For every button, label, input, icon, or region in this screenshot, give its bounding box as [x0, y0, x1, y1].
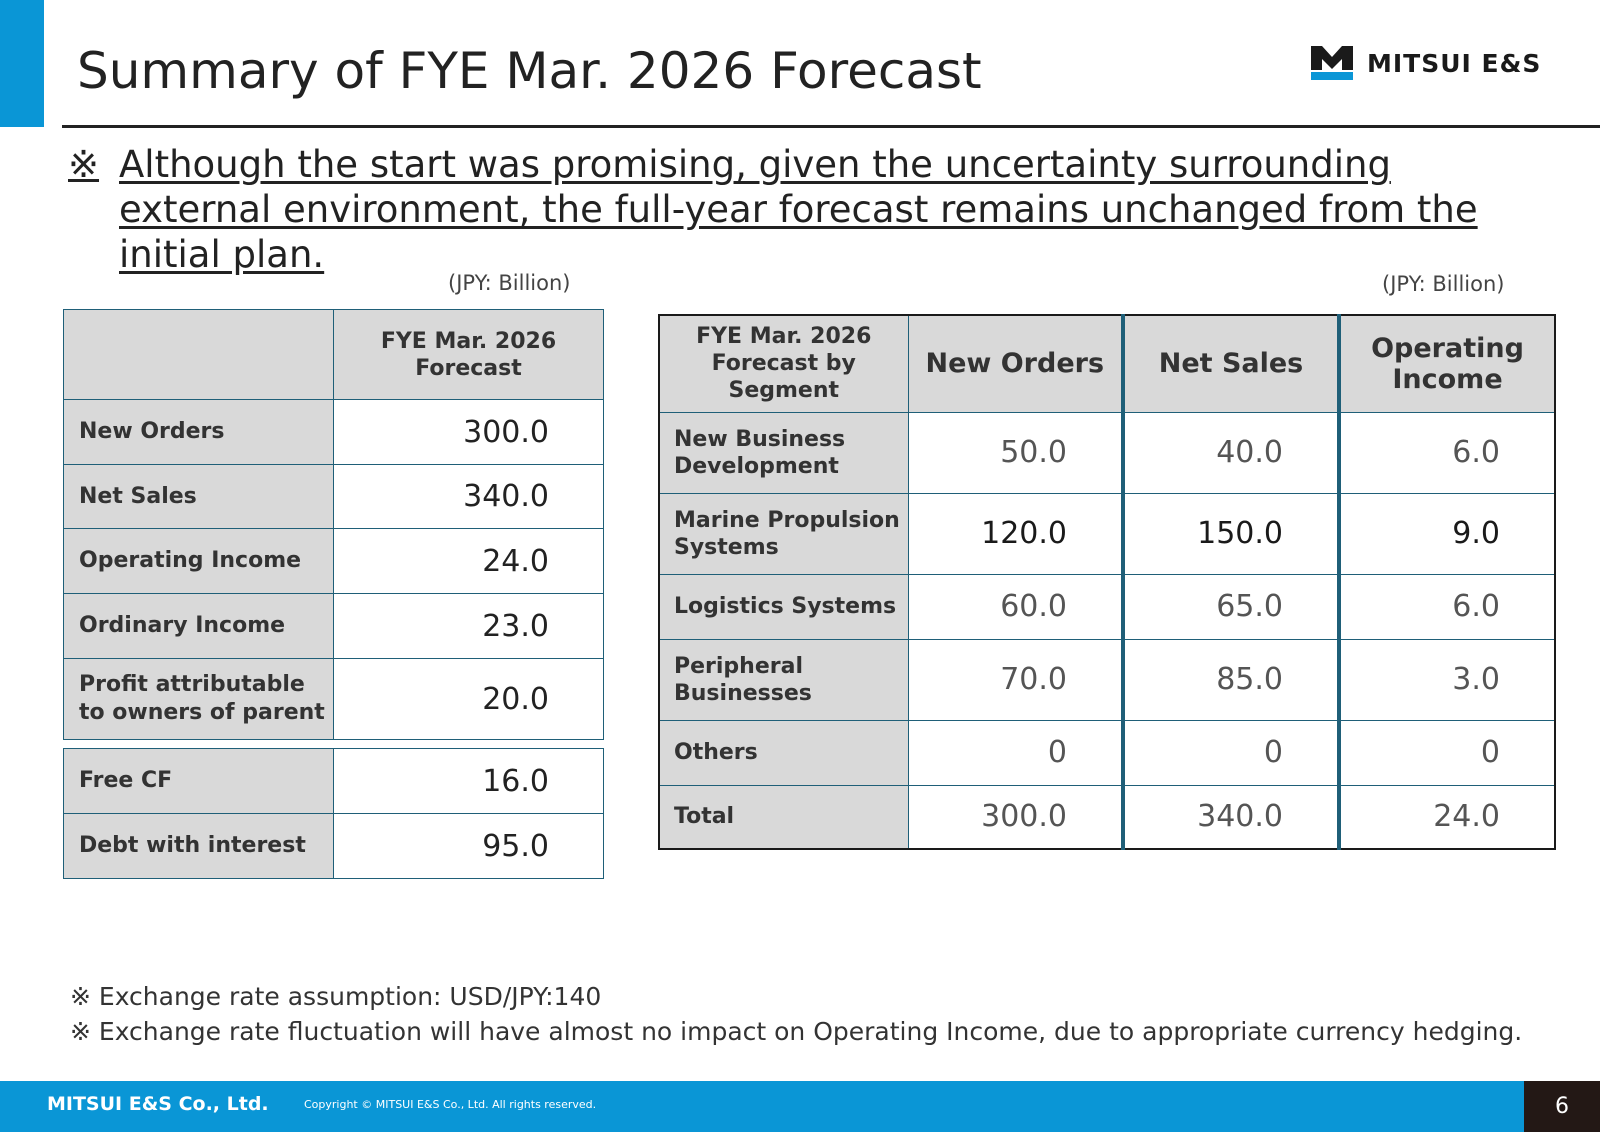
net-sales-value: 65.0	[1121, 573, 1340, 640]
table-row: Marine Propulsion Systems 120.0 150.0 9.…	[658, 492, 1556, 575]
new-orders-value: 0	[907, 719, 1124, 786]
table-row: New Business Development 50.0 40.0 6.0	[658, 411, 1556, 494]
table-row: Free CF 16.0	[63, 748, 604, 814]
row-value: 340.0	[333, 464, 604, 529]
new-orders-value: 50.0	[907, 411, 1124, 494]
row-value: 24.0	[333, 528, 604, 594]
net-sales-value: 340.0	[1121, 784, 1340, 850]
segment-label: New Business Development	[658, 411, 909, 494]
hedging-note: ※ Exchange rate fluctuation will have al…	[70, 1017, 1523, 1046]
left-table-unit: (JPY: Billion)	[448, 271, 571, 295]
company-logo: MITSUI E&S	[1311, 46, 1541, 80]
row-label: Operating Income	[63, 528, 334, 594]
net-sales-value: 150.0	[1121, 492, 1340, 575]
segment-forecast-table: FYE Mar. 2026 Forecast by Segment New Or…	[658, 314, 1556, 850]
row-label: Profit attributable to owners of parent	[63, 658, 334, 740]
net-sales-value: 85.0	[1121, 638, 1340, 721]
page-title: Summary of FYE Mar. 2026 Forecast	[77, 42, 982, 100]
table-row: New Orders 300.0	[63, 399, 604, 465]
row-value: 95.0	[333, 813, 604, 879]
operating-income-value: 9.0	[1337, 492, 1556, 575]
forecast-summary-table: FYE Mar. 2026 Forecast New Orders 300.0 …	[63, 309, 604, 740]
table-row: Peripheral Businesses 70.0 85.0 3.0	[658, 638, 1556, 721]
table-header-row: FYE Mar. 2026 Forecast by Segment New Or…	[658, 314, 1556, 413]
segment-label: Logistics Systems	[658, 573, 909, 640]
new-orders-value: 60.0	[907, 573, 1124, 640]
table-row: Ordinary Income 23.0	[63, 593, 604, 659]
new-orders-value: 70.0	[907, 638, 1124, 721]
row-value: 20.0	[333, 658, 604, 740]
table-row: Total 300.0 340.0 24.0	[658, 784, 1556, 850]
net-sales-value: 0	[1121, 719, 1340, 786]
forecast-column-header: FYE Mar. 2026 Forecast	[333, 309, 604, 400]
row-label: New Orders	[63, 399, 334, 465]
operating-income-value: 6.0	[1337, 573, 1556, 640]
logo-wordmark: MITSUI E&S	[1367, 48, 1542, 78]
note-text: Although the start was promising, given …	[119, 143, 1478, 276]
new-orders-value: 300.0	[907, 784, 1124, 850]
table-row: Profit attributable to owners of parent …	[63, 658, 604, 740]
segment-label: Marine Propulsion Systems	[658, 492, 909, 575]
net-sales-value: 40.0	[1121, 411, 1340, 494]
new-orders-column-header: New Orders	[907, 314, 1124, 413]
segment-label: Peripheral Businesses	[658, 638, 909, 721]
mitsui-logo-icon	[1311, 46, 1353, 80]
row-label: Debt with interest	[63, 813, 334, 879]
table-header-row: FYE Mar. 2026 Forecast	[63, 309, 604, 400]
footer-company-name: MITSUI E&S Co., Ltd.	[47, 1093, 269, 1115]
net-sales-column-header: Net Sales	[1121, 314, 1340, 413]
cashflow-table: Free CF 16.0 Debt with interest 95.0	[63, 748, 604, 879]
right-table-unit: (JPY: Billion)	[1382, 272, 1505, 296]
table-row: Net Sales 340.0	[63, 464, 604, 529]
operating-income-value: 6.0	[1337, 411, 1556, 494]
table-row: Others 0 0 0	[658, 719, 1556, 786]
row-label: Net Sales	[63, 464, 334, 529]
segment-label: Total	[658, 784, 909, 850]
empty-header-cell	[63, 309, 334, 400]
forecast-note: ※ Although the start was promising, give…	[68, 142, 1548, 277]
table-row: Logistics Systems 60.0 65.0 6.0	[658, 573, 1556, 640]
segment-column-header: FYE Mar. 2026 Forecast by Segment	[658, 314, 909, 413]
operating-income-column-header: Operating Income	[1337, 314, 1556, 413]
row-label: Ordinary Income	[63, 593, 334, 659]
operating-income-value: 3.0	[1337, 638, 1556, 721]
exchange-rate-note: ※ Exchange rate assumption: USD/JPY:140	[70, 982, 602, 1011]
operating-income-value: 0	[1337, 719, 1556, 786]
table-row: Operating Income 24.0	[63, 528, 604, 594]
operating-income-value: 24.0	[1337, 784, 1556, 850]
segment-label: Others	[658, 719, 909, 786]
row-value: 23.0	[333, 593, 604, 659]
row-value: 300.0	[333, 399, 604, 465]
row-label: Free CF	[63, 748, 334, 814]
table-row: Debt with interest 95.0	[63, 813, 604, 879]
title-accent-bar	[0, 0, 44, 127]
note-mark: ※	[68, 143, 100, 186]
page-footer: MITSUI E&S Co., Ltd. Copyright © MITSUI …	[0, 1081, 1600, 1132]
title-divider	[62, 125, 1600, 128]
footer-copyright: Copyright © MITSUI E&S Co., Ltd. All rig…	[304, 1098, 597, 1111]
page-number: 6	[1524, 1081, 1600, 1132]
new-orders-value: 120.0	[907, 492, 1124, 575]
row-value: 16.0	[333, 748, 604, 814]
